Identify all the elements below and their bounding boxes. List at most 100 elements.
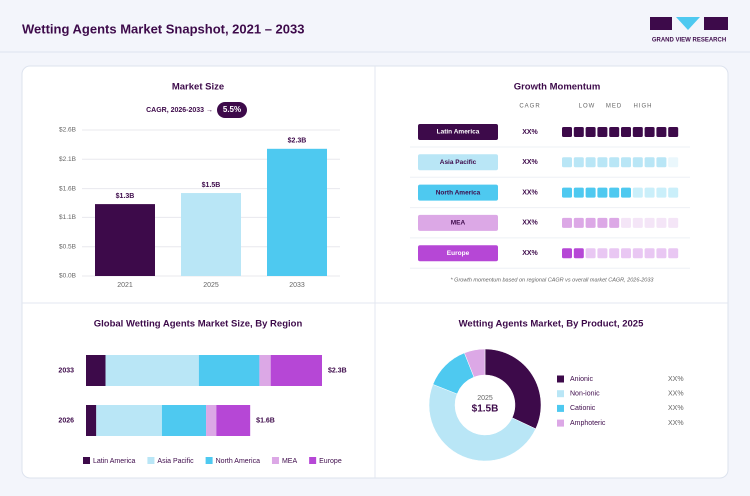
momentum-cell xyxy=(585,157,596,168)
y-tick-label: 2033 xyxy=(58,367,74,374)
cagr-value: XX% xyxy=(522,189,538,196)
column-header: LOW xyxy=(579,104,596,110)
region-label: Asia Pacific xyxy=(440,159,477,166)
legend-swatch xyxy=(271,457,279,464)
legend-swatch xyxy=(557,419,564,427)
momentum-cell xyxy=(644,248,655,259)
legend-value: XX% xyxy=(668,391,684,398)
legend-value: XX% xyxy=(668,376,684,383)
legend-label: Latin America xyxy=(93,458,136,465)
legend-swatch xyxy=(557,375,564,383)
logo xyxy=(650,17,728,30)
x-tick-label: 2025 xyxy=(203,282,219,289)
momentum-cell xyxy=(668,157,679,168)
panel-title: Growth Momentum xyxy=(514,82,601,93)
y-tick-label: $1.6B xyxy=(59,185,76,192)
momentum-cell xyxy=(609,248,620,259)
legend-label: Europe xyxy=(319,458,342,465)
region-box xyxy=(418,124,498,140)
region-box xyxy=(418,214,498,231)
momentum-cell xyxy=(573,157,584,168)
panel-title: Market Size xyxy=(172,82,224,93)
legend-swatch xyxy=(557,390,564,398)
region-box xyxy=(418,184,498,201)
region-box xyxy=(418,154,498,171)
y-tick-label: $0.5B xyxy=(59,243,76,250)
value-label: $1.3B xyxy=(116,193,135,200)
y-tick-label: 2026 xyxy=(58,417,74,424)
donut-center-label: 2025 xyxy=(477,395,493,402)
bar-segment xyxy=(206,405,217,436)
y-tick-label: $1.1B xyxy=(59,214,76,221)
momentum-cell xyxy=(656,248,667,259)
legend-label: MEA xyxy=(282,458,298,465)
legend-label: Amphoteric xyxy=(570,420,606,427)
footnote: * Growth momentum based on regional CAGR… xyxy=(451,277,655,283)
momentum-cell xyxy=(609,127,620,137)
y-tick-label: $0.0B xyxy=(59,273,76,280)
bar-segment xyxy=(86,355,106,386)
cagr-value: XX% xyxy=(522,129,538,136)
bar-segment xyxy=(198,355,260,386)
momentum-cell xyxy=(585,127,596,137)
momentum-cell xyxy=(621,217,631,228)
cagr-value: 5.5% xyxy=(223,105,241,114)
momentum-cell xyxy=(609,217,620,228)
region-label: MEA xyxy=(451,220,466,227)
legend-label: Cationic xyxy=(570,405,596,412)
legend-label: Non-ionic xyxy=(570,391,600,398)
momentum-cell xyxy=(656,217,667,228)
momentum-cell xyxy=(562,157,572,168)
momentum-cell xyxy=(644,157,655,168)
legend-label: North America xyxy=(216,458,260,465)
donut-slice xyxy=(428,384,537,462)
x-tick-label: 2033 xyxy=(289,282,305,289)
cagr-value: XX% xyxy=(522,250,538,257)
bar-segment xyxy=(216,405,251,436)
total-label: $2.3B xyxy=(328,367,347,374)
momentum-cell xyxy=(621,248,631,259)
momentum-cell xyxy=(632,187,643,198)
momentum-cell xyxy=(562,217,572,228)
page-title: Wetting Agents Market Snapshot, 2021 – 2… xyxy=(22,21,304,36)
momentum-cell xyxy=(644,217,655,228)
legend-swatch xyxy=(205,457,213,464)
y-tick-label: $2.1B xyxy=(59,156,76,163)
bar-segment xyxy=(259,355,271,386)
region-label: Europe xyxy=(447,250,470,257)
momentum-cell xyxy=(621,127,631,137)
brand: GRAND VIEW RESEARCH xyxy=(652,38,726,44)
momentum-cell xyxy=(656,157,667,168)
bar-segment xyxy=(270,355,322,386)
legend-swatch xyxy=(83,457,90,464)
momentum-cell xyxy=(585,217,596,228)
momentum-cell xyxy=(562,127,572,137)
momentum-cell xyxy=(562,187,572,198)
column-header: MED xyxy=(606,104,622,110)
region-box xyxy=(418,245,498,262)
momentum-cell xyxy=(562,248,572,259)
momentum-cell xyxy=(573,217,584,228)
momentum-cell xyxy=(597,248,608,259)
bar-segment xyxy=(161,405,207,436)
legend-label: Anionic xyxy=(570,376,593,383)
momentum-cell xyxy=(632,127,643,137)
total-label: $1.6B xyxy=(256,417,275,424)
legend-swatch xyxy=(557,404,564,412)
y-tick-label: $2.6B xyxy=(59,127,76,134)
momentum-cell xyxy=(668,217,679,228)
momentum-cell xyxy=(597,217,608,228)
column-header: CAGR xyxy=(519,104,540,110)
momentum-cell xyxy=(573,187,584,198)
bar-segment xyxy=(96,405,162,436)
value-label: $1.5B xyxy=(202,182,221,189)
legend-swatch xyxy=(309,457,317,464)
momentum-cell xyxy=(632,217,643,228)
momentum-cell xyxy=(573,248,584,259)
legend-value: XX% xyxy=(668,405,684,412)
donut-slice xyxy=(464,348,486,378)
bar-segment xyxy=(86,405,97,436)
cagr-value: XX% xyxy=(522,159,538,166)
momentum-cell xyxy=(609,157,620,168)
